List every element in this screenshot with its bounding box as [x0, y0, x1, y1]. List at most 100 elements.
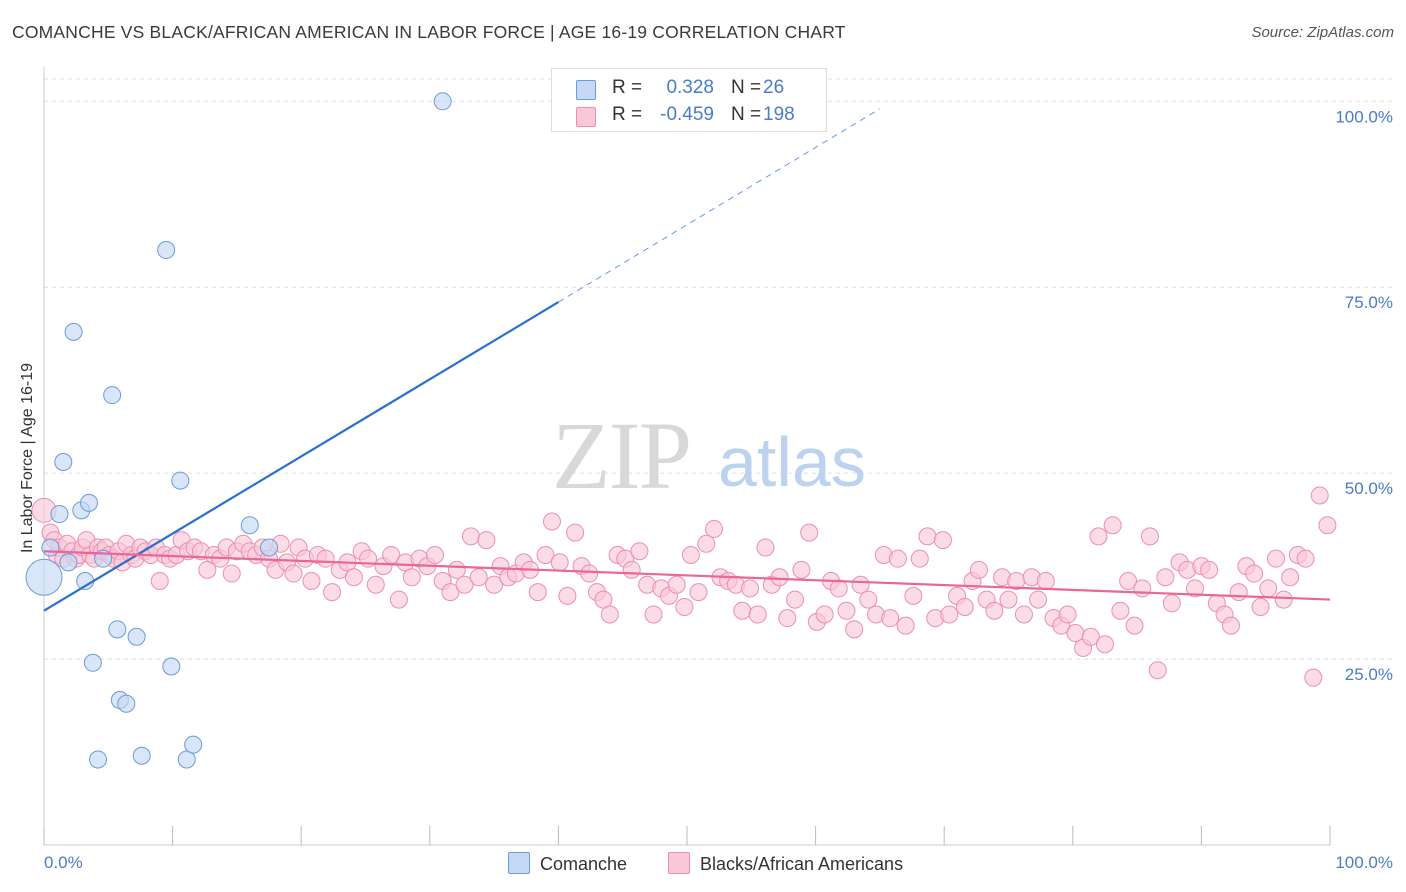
legend-r-value: -0.459 — [660, 104, 714, 125]
black-point — [792, 560, 811, 579]
black-point — [896, 616, 915, 635]
black-point — [815, 605, 834, 624]
black-point — [697, 534, 716, 553]
black-point — [1259, 579, 1278, 598]
bottom-legend-swatch-black — [668, 852, 690, 874]
black-point — [1185, 579, 1204, 598]
black-point — [1200, 560, 1219, 579]
black-point — [1251, 598, 1270, 617]
bottom-legend-black: Blacks/African Americans — [668, 852, 903, 875]
black-point — [1304, 668, 1323, 687]
black-point — [455, 575, 474, 594]
comanche-point — [89, 750, 108, 769]
black-point — [1103, 516, 1122, 535]
black-point — [389, 590, 408, 609]
black-point — [441, 583, 460, 602]
legend-n-label: N = — [731, 104, 762, 125]
black-point — [940, 605, 959, 624]
black-point — [323, 583, 342, 602]
black-point — [681, 545, 700, 564]
series-comanche — [25, 92, 452, 769]
comanche-point — [108, 620, 127, 639]
bottom-legend-comanche: Comanche — [508, 852, 627, 875]
black-point — [933, 531, 952, 550]
series-black-african-americans — [31, 486, 1337, 687]
black-point — [1310, 486, 1329, 505]
black-point — [888, 549, 907, 568]
legend-r-label: R = — [612, 77, 643, 98]
black-point — [1029, 590, 1048, 609]
comanche-point — [162, 657, 181, 676]
trend-lines — [43, 108, 1331, 612]
black-point — [477, 531, 496, 550]
black-point — [1266, 549, 1285, 568]
black-point — [425, 545, 444, 564]
black-point — [881, 609, 900, 628]
black-point — [1156, 568, 1175, 587]
black-point — [1133, 579, 1152, 598]
black-point — [689, 583, 708, 602]
comanche-point — [171, 471, 190, 490]
black-point — [741, 579, 760, 598]
black-point — [1140, 527, 1159, 546]
comanche-point — [132, 746, 151, 765]
y-tick-label: 50.0% — [1345, 479, 1393, 498]
black-trend-line — [43, 550, 1331, 601]
legend-r-value: 0.328 — [666, 77, 714, 98]
black-point — [969, 560, 988, 579]
black-point — [1281, 568, 1300, 587]
comanche-point — [177, 750, 196, 769]
comanche-point — [184, 735, 203, 754]
comanche-point — [50, 505, 69, 524]
y-tick-label: 25.0% — [1345, 665, 1393, 684]
black-point — [851, 575, 870, 594]
black-point — [786, 590, 805, 609]
y-tick-label: 100.0% — [1335, 107, 1393, 126]
black-point — [1058, 605, 1077, 624]
legend-n-value: 198 — [763, 104, 795, 125]
bottom-legend-swatch-comanche — [508, 852, 530, 874]
black-point — [344, 568, 363, 587]
tick-labels: 25.0% 50.0% 75.0% 100.0% 0.0% 100.0% — [44, 107, 1393, 872]
legend-swatch-black — [576, 107, 596, 127]
black-point — [1081, 627, 1100, 646]
black-point — [1014, 605, 1033, 624]
legend-swatch-comanche — [576, 80, 596, 100]
black-point — [837, 601, 856, 620]
watermark-atlas: atlas — [718, 423, 866, 501]
black-point — [566, 523, 585, 542]
black-point — [580, 564, 599, 583]
axes — [43, 67, 1331, 846]
watermark-zip: ZIP — [552, 402, 690, 509]
black-point — [528, 583, 547, 602]
black-point — [756, 538, 775, 557]
black-point — [402, 568, 421, 587]
chart-title: COMANCHE VS BLACK/AFRICAN AMERICAN IN LA… — [12, 22, 846, 42]
black-point — [918, 527, 937, 546]
black-point — [461, 527, 480, 546]
black-point — [550, 553, 569, 572]
black-point — [316, 549, 335, 568]
black-point — [1125, 616, 1144, 635]
black-point — [447, 560, 466, 579]
black-point — [1296, 549, 1315, 568]
black-point — [859, 590, 878, 609]
comanche-point — [433, 92, 452, 111]
black-point — [955, 598, 974, 617]
black-point — [845, 620, 864, 639]
black-point — [536, 545, 555, 564]
black-point — [999, 590, 1018, 609]
comanche-point — [80, 493, 99, 512]
black-point — [485, 575, 504, 594]
comanche-point — [157, 241, 176, 260]
black-point — [644, 605, 663, 624]
black-point — [1221, 616, 1240, 635]
comanche-point — [83, 653, 102, 672]
black-point — [600, 605, 619, 624]
black-point — [1089, 527, 1108, 546]
black-point — [667, 575, 686, 594]
comanche-point — [54, 453, 73, 471]
black-point — [733, 601, 752, 620]
legend-n-label: N = — [731, 77, 762, 98]
comanche-point — [59, 553, 78, 572]
